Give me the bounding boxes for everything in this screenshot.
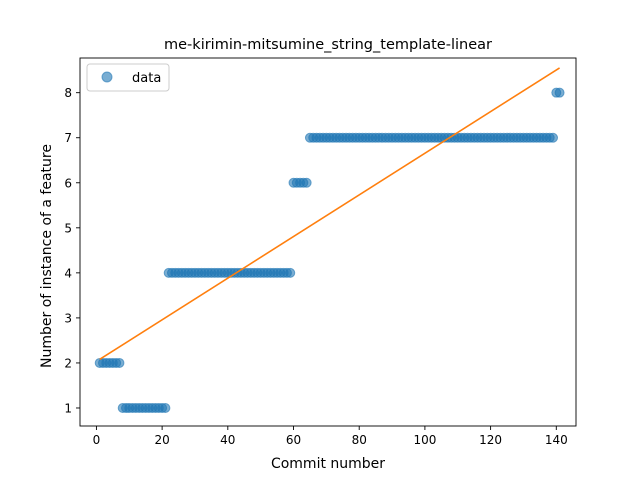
x-tick-label: 80 bbox=[352, 433, 367, 447]
axes: 0 20 40 60 80 100 120 140 1 2 3 4 5 6 7 8 bbox=[64, 57, 577, 447]
x-tick-label: 40 bbox=[220, 433, 235, 447]
y-tick-label: 6 bbox=[64, 176, 72, 190]
fit-line bbox=[99, 67, 561, 361]
legend-label-data: data bbox=[132, 71, 161, 86]
data-point bbox=[554, 87, 565, 98]
x-tick-label: 20 bbox=[154, 433, 169, 447]
x-tick-label: 120 bbox=[479, 433, 502, 447]
y-tick-label: 2 bbox=[64, 356, 72, 370]
x-tick-label: 0 bbox=[93, 433, 101, 447]
legend: data bbox=[86, 63, 170, 92]
y-tick-label: 4 bbox=[64, 266, 72, 280]
data-point bbox=[114, 357, 125, 368]
chart-title: me-kirimin-mitsumine_string_template-lin… bbox=[164, 37, 492, 53]
y-tick-label: 5 bbox=[64, 221, 72, 235]
data-point bbox=[301, 177, 312, 188]
y-tick-label: 7 bbox=[64, 131, 72, 145]
axes-frame bbox=[79, 57, 577, 427]
x-tick-label: 140 bbox=[545, 433, 568, 447]
plot-area bbox=[94, 67, 565, 413]
data-point bbox=[285, 267, 296, 278]
legend-box bbox=[86, 63, 170, 92]
y-tick-label: 3 bbox=[64, 311, 72, 325]
x-axis-label: Commit number bbox=[271, 456, 385, 472]
x-tick-label: 100 bbox=[413, 433, 436, 447]
y-tick-label: 8 bbox=[64, 86, 72, 100]
y-tick-label: 1 bbox=[64, 401, 72, 415]
data-point bbox=[160, 402, 171, 413]
data-point bbox=[548, 132, 559, 143]
y-axis-label: Number of instance of a feature bbox=[39, 144, 55, 368]
x-tick-label: 60 bbox=[286, 433, 301, 447]
legend-marker-data bbox=[101, 71, 113, 83]
